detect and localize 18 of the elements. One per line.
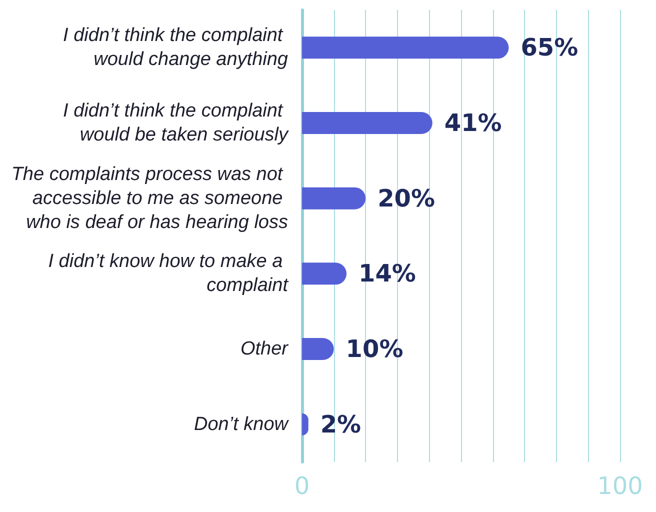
y-tick-label: Don’t know [194, 414, 290, 435]
y-tick-label: The complaints process was not accessible to me as someone who is deaf or has hearing loss [11, 164, 288, 233]
data-label: 14% [358, 260, 416, 288]
bar [302, 262, 347, 285]
data-label: 2% [320, 410, 362, 438]
x-tick-label: 0 [294, 472, 310, 500]
bar [302, 112, 432, 134]
bar [302, 187, 366, 210]
data-label: 65% [520, 34, 578, 62]
x-tick-label: 100 [597, 472, 643, 500]
y-tick-label: Other [240, 338, 289, 360]
y-tick-label: I didn’t think the complaint would be taken seriously [63, 100, 290, 146]
bar [302, 36, 509, 59]
data-label: 41% [444, 109, 502, 137]
data-label: 20% [378, 184, 436, 212]
data-label: 10% [346, 335, 404, 363]
y-tick-label: I didn’t think the complaint would change anything [63, 25, 288, 70]
y-tick-label: I didn’t know how to make a complaint [48, 251, 289, 296]
